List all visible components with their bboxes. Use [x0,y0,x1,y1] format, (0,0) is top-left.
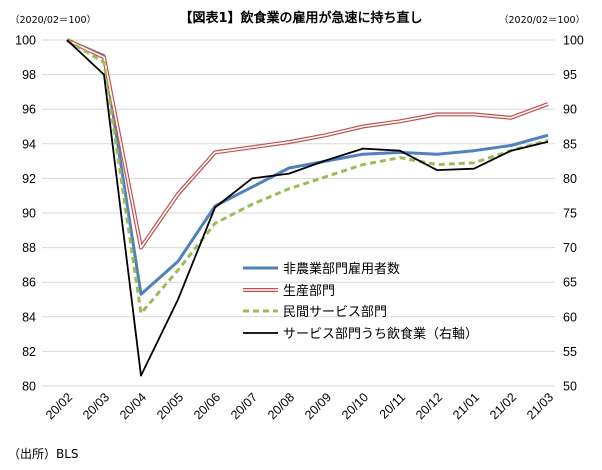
x-tick-label: 20/12 [413,390,445,422]
right-tick-label: 60 [563,310,577,324]
x-tick-label: 20/11 [377,390,408,421]
left-tick-label: 96 [22,103,36,117]
series-2 [66,38,549,250]
legend-item: サービス部門うち飲食業（右軸） [243,326,478,342]
left-tick-label: 86 [22,276,36,290]
x-tick-label: 20/03 [80,390,112,422]
right-axis-ticks: 50 55 60 65 70 75 80 85 90 95 100 [563,34,584,394]
right-tick-label: 50 [563,380,577,394]
series-3 [66,38,549,315]
x-tick-label: 21/03 [524,390,556,422]
right-tick-label: 55 [563,345,577,359]
right-tick-label: 80 [563,172,577,186]
legend-label: 生産部門 [283,283,335,299]
series-4 [66,39,549,377]
source-note: （出所）BLS [8,447,79,461]
legend-label: 民間サービス部門 [283,305,387,320]
chart-title: 【図表1】飲食業の雇用が急速に持ち直し [179,10,422,26]
right-axis-unit: （2020/02＝100） [499,14,585,26]
legend-item: 非農業部門雇用者数 [243,261,400,277]
right-tick-label: 65 [563,276,577,290]
left-tick-label: 92 [22,172,36,186]
x-tick-label: 20/04 [117,390,149,422]
x-tick-label: 20/05 [154,390,186,422]
left-tick-label: 94 [22,137,36,151]
right-tick-label: 100 [563,34,584,48]
legend-item: 民間サービス部門 [243,305,387,320]
series-line [66,38,549,315]
right-tick-label: 95 [563,68,577,82]
left-tick-label: 88 [22,241,36,255]
x-tick-label: 21/02 [487,390,519,422]
left-axis-ticks: 80 82 84 86 88 90 92 94 96 98 100 [15,34,36,394]
legend-label: 非農業部門雇用者数 [283,261,400,277]
series-line [66,39,549,377]
left-tick-label: 84 [22,310,36,324]
series-line-inner [66,39,549,249]
x-tick-label: 20/09 [302,390,334,422]
left-tick-label: 80 [22,380,36,394]
left-tick-label: 100 [15,34,36,48]
x-tick-label: 20/02 [43,390,75,422]
legend-label: サービス部門うち飲食業（右軸） [283,326,478,342]
left-tick-label: 90 [22,207,36,221]
x-tick-label: 20/07 [228,390,260,422]
right-tick-label: 75 [563,207,577,221]
x-tick-label: 20/08 [265,390,297,422]
x-tick-label: 20/06 [191,390,223,422]
right-tick-label: 70 [563,241,577,255]
series-line [66,38,549,296]
right-tick-label: 85 [563,137,577,151]
legend-item: 生産部門 [243,283,335,299]
left-tick-label: 82 [22,345,36,359]
series-layer [66,38,549,377]
x-tick-label: 20/10 [339,390,371,422]
left-axis-unit: （2020/02＝100） [10,14,96,26]
left-tick-label: 98 [22,68,36,82]
right-tick-label: 90 [563,103,577,117]
series-1 [66,38,549,296]
x-tick-label: 21/01 [450,390,482,422]
x-axis-ticks: 20/02 20/03 20/04 20/05 20/06 20/07 20/08 20/09… [43,390,556,422]
